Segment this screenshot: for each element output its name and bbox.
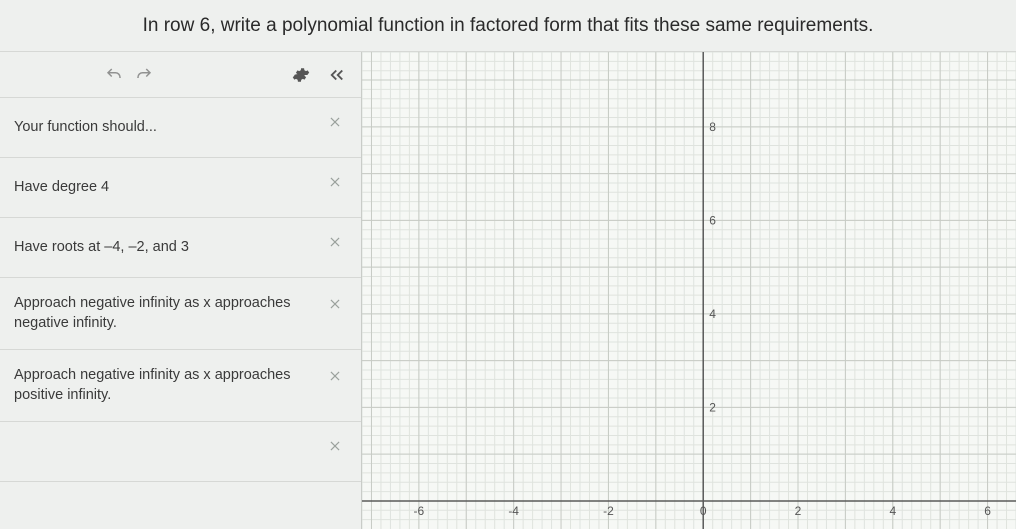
expression-row[interactable]: Your function should...	[0, 98, 361, 158]
expression-row[interactable]: Approach negative infinity as x approach…	[0, 278, 361, 350]
redo-button[interactable]	[130, 61, 158, 89]
svg-text:-4: -4	[508, 504, 519, 518]
expression-text: Your function should...	[14, 118, 317, 138]
expression-row[interactable]: Have roots at –4, –2, and 3	[0, 218, 361, 278]
graph-grid: -6 -4 -2 0 2 4 6 2 4 6 8	[362, 52, 1016, 529]
expression-row[interactable]	[0, 422, 361, 482]
expression-toolbar	[0, 52, 361, 98]
question-prompt: In row 6, write a polynomial function in…	[143, 15, 874, 37]
expression-rows: Your function should... Have degree 4 Ha…	[0, 98, 361, 482]
svg-text:4: 4	[889, 504, 896, 518]
undo-button[interactable]	[100, 61, 128, 89]
svg-text:2: 2	[795, 504, 802, 518]
svg-text:4: 4	[709, 307, 716, 321]
expression-panel: Your function should... Have degree 4 Ha…	[0, 52, 362, 529]
expression-text: Have roots at –4, –2, and 3	[14, 238, 317, 258]
svg-text:8: 8	[709, 120, 716, 134]
settings-button[interactable]	[287, 61, 315, 89]
delete-row-icon[interactable]	[325, 436, 345, 456]
svg-text:-6: -6	[414, 504, 425, 518]
delete-row-icon[interactable]	[325, 172, 345, 192]
svg-text:6: 6	[709, 213, 716, 227]
delete-row-icon[interactable]	[325, 366, 345, 386]
expression-row[interactable]: Approach negative infinity as x approach…	[0, 350, 361, 422]
expression-text: Have degree 4	[14, 178, 317, 198]
svg-text:-2: -2	[603, 504, 614, 518]
collapse-panel-button[interactable]	[323, 61, 351, 89]
graph-area[interactable]: -6 -4 -2 0 2 4 6 2 4 6 8	[362, 52, 1016, 529]
svg-text:0: 0	[700, 504, 707, 518]
expression-text: Approach negative infinity as x approach…	[14, 366, 317, 405]
expression-row[interactable]: Have degree 4	[0, 158, 361, 218]
delete-row-icon[interactable]	[325, 232, 345, 252]
svg-text:2: 2	[709, 400, 716, 414]
question-header: In row 6, write a polynomial function in…	[0, 0, 1016, 52]
delete-row-icon[interactable]	[325, 112, 345, 132]
expression-text: Approach negative infinity as x approach…	[14, 294, 317, 333]
delete-row-icon[interactable]	[325, 294, 345, 314]
svg-text:6: 6	[984, 504, 991, 518]
